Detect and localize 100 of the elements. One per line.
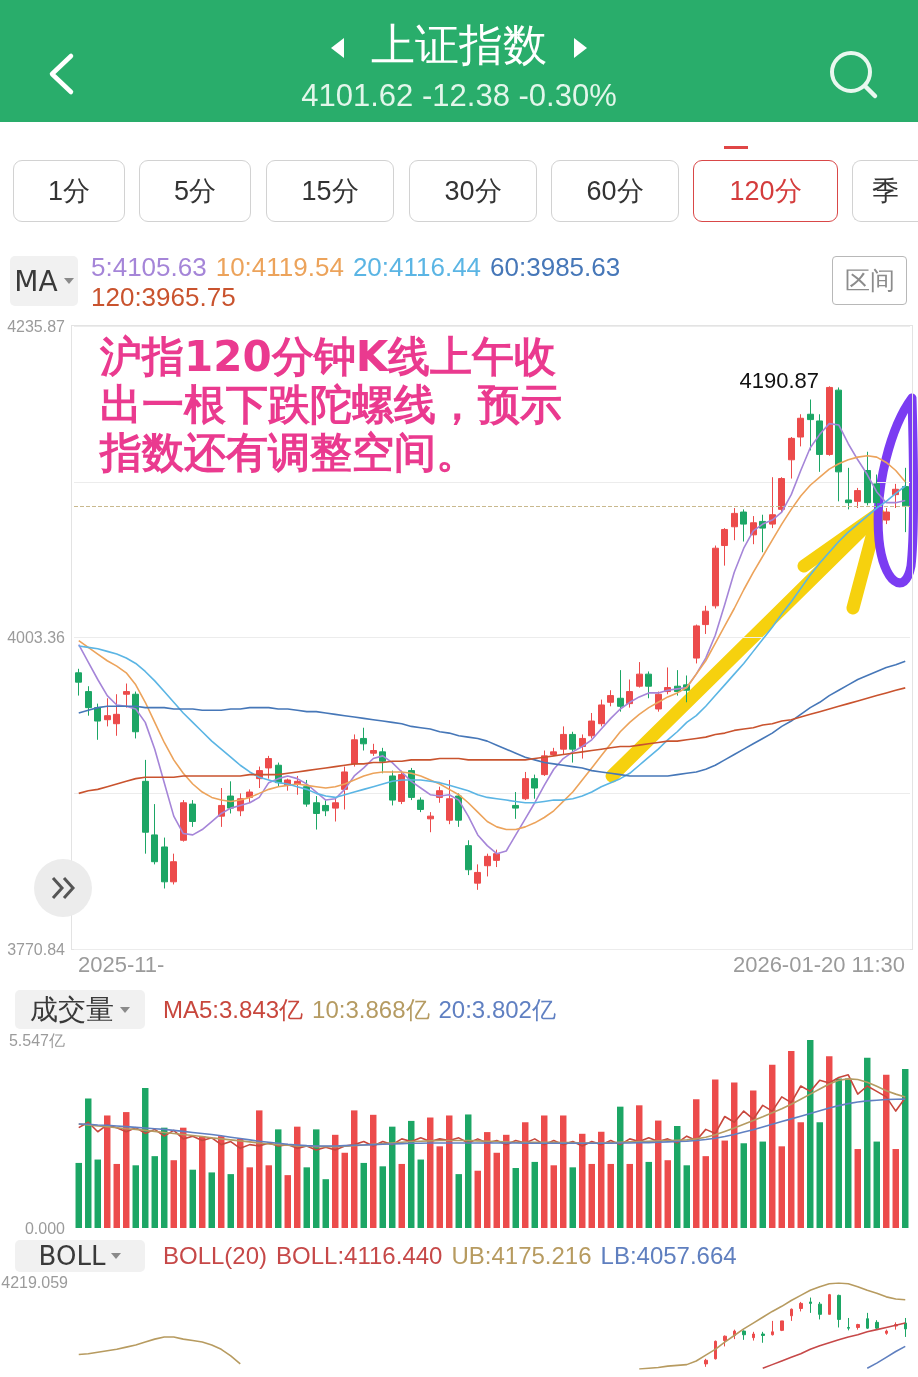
- button: 1分: [13, 160, 125, 222]
- candlestick: [113, 693, 120, 737]
- bar: [465, 1114, 472, 1228]
- candlestick: [104, 697, 111, 727]
- candlestick: [446, 779, 453, 825]
- candlestick: [723, 1334, 727, 1347]
- candlestick: [351, 733, 358, 768]
- text: BOLL:4116.440: [276, 1241, 443, 1271]
- candlestick: [85, 685, 92, 717]
- candlestick: [142, 759, 149, 855]
- candlestick: [569, 731, 576, 764]
- candlestick: [636, 661, 643, 689]
- bar: [389, 1126, 396, 1228]
- candlestick: [778, 476, 785, 513]
- bar: [351, 1110, 358, 1228]
- bar: [664, 1160, 671, 1228]
- y-tick-label: 3770.84: [7, 940, 66, 958]
- candlestick: [189, 799, 196, 828]
- line-series: [77, 660, 907, 777]
- bar: [883, 1074, 890, 1228]
- candlestick: [512, 791, 519, 820]
- bar: [132, 1165, 139, 1228]
- bar: [170, 1160, 177, 1228]
- bar: [151, 1156, 158, 1228]
- text: 10:4119.54: [215, 252, 344, 282]
- bar: [455, 1174, 462, 1228]
- bar: [845, 1078, 852, 1228]
- bar: [199, 1136, 206, 1228]
- bar: [341, 1152, 348, 1228]
- candlestick: [828, 1293, 831, 1315]
- candlestick: [854, 487, 861, 509]
- line-series: [77, 1098, 907, 1147]
- bar: [284, 1175, 291, 1228]
- chart-subtitle: BOLL(20): [163, 1241, 268, 1271]
- text: 10:3.868亿: [312, 995, 430, 1025]
- candlestick: [588, 712, 595, 739]
- bar: [797, 1122, 804, 1228]
- candlestick: [617, 669, 624, 713]
- bar: [759, 1141, 766, 1228]
- bar: [788, 1051, 795, 1228]
- candlestick: [864, 451, 871, 506]
- legend-title: 成交量: [30, 991, 114, 1028]
- bar: [835, 1078, 842, 1228]
- candlestick: [731, 507, 738, 541]
- bar: [541, 1115, 548, 1228]
- bar: [560, 1115, 567, 1228]
- candlestick: [904, 1317, 907, 1338]
- candlestick: [847, 1317, 850, 1331]
- text: 4219.059: [1, 1274, 68, 1292]
- candlestick: [417, 796, 424, 813]
- text: 20:3.802亿: [438, 995, 556, 1025]
- bar: [721, 1140, 728, 1228]
- bar: [189, 1169, 196, 1228]
- legend-title: BOLL: [38, 1241, 106, 1271]
- candlestick: [721, 527, 728, 567]
- line-series: [77, 485, 907, 804]
- candlestick: [856, 1323, 860, 1331]
- y-tick-label: 4235.87: [7, 317, 66, 335]
- bar: [446, 1115, 453, 1228]
- bar: [683, 1165, 690, 1228]
- chart-title: 上证指数: [371, 18, 547, 72]
- candlestick: [484, 853, 491, 877]
- candlestick: [75, 668, 82, 697]
- candlestick: [598, 699, 605, 727]
- candlestick: [607, 689, 614, 707]
- button: 15分: [266, 160, 394, 222]
- bar: [227, 1174, 234, 1228]
- candlestick: [702, 605, 709, 635]
- button: 区间: [832, 256, 907, 305]
- bar: [474, 1170, 481, 1228]
- bar: [370, 1114, 377, 1228]
- candlestick: [332, 796, 339, 823]
- candlestick: [771, 1320, 774, 1336]
- bar: [617, 1106, 624, 1228]
- bar: [75, 1162, 82, 1228]
- dropdown: 成交量: [15, 990, 145, 1029]
- candlestick: [427, 811, 434, 833]
- candlestick: [123, 683, 130, 709]
- candlestick: [560, 725, 567, 756]
- candlestick: [885, 1329, 888, 1336]
- bar: [436, 1146, 443, 1228]
- candlestick: [866, 1312, 869, 1330]
- text: 5:4105.63: [91, 252, 207, 282]
- candlestick: [389, 770, 396, 806]
- button: 5分: [139, 160, 251, 222]
- candlestick: [313, 795, 320, 831]
- candlestick: [265, 755, 272, 780]
- candlestick: [493, 849, 500, 868]
- candlestick: [360, 727, 367, 752]
- candlestick: [807, 399, 814, 451]
- bar: [379, 1166, 386, 1228]
- candlestick: [742, 1329, 746, 1341]
- button: 季: [852, 160, 918, 222]
- candlestick: [151, 803, 158, 865]
- candlestick: [818, 1301, 822, 1320]
- bar: [208, 1172, 215, 1228]
- candlestick: [826, 385, 833, 457]
- button: 120分: [693, 160, 838, 222]
- bar: [512, 1168, 519, 1228]
- text: 60:3985.63: [490, 252, 621, 282]
